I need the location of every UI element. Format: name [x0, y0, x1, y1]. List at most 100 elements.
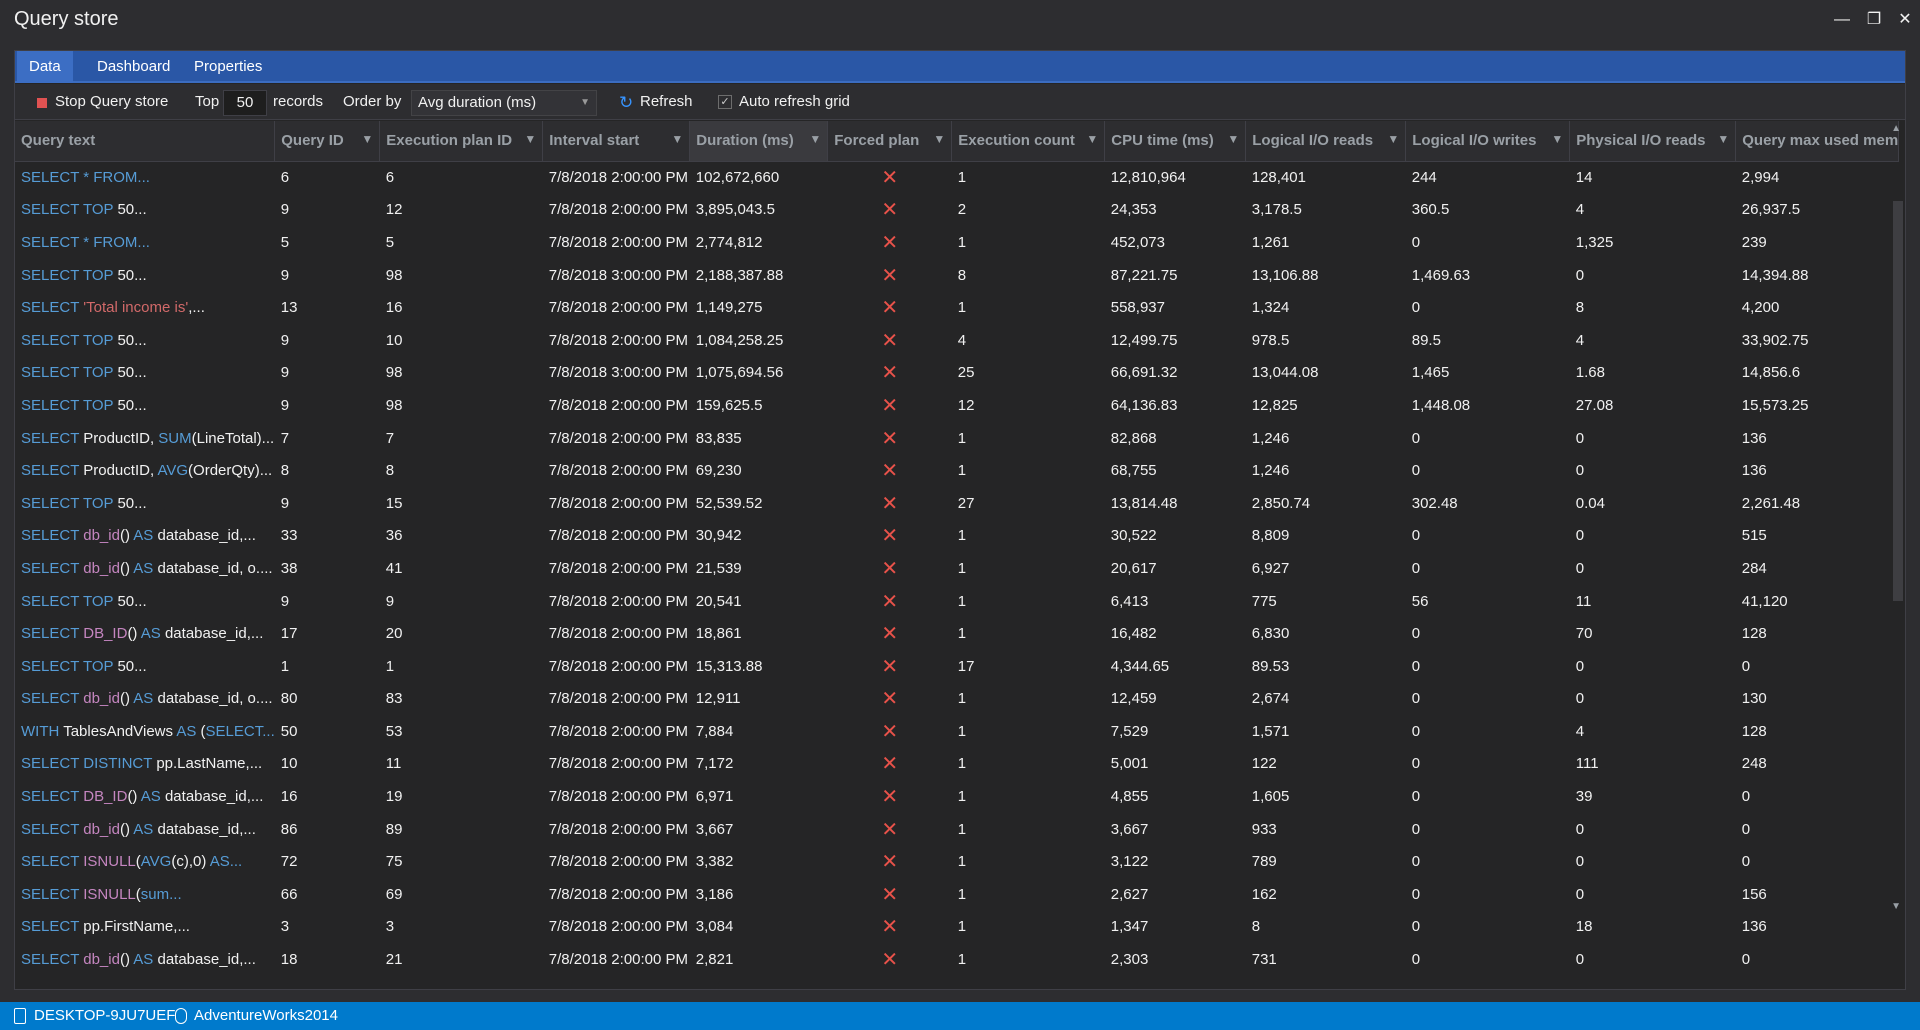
filter-icon[interactable]: ▼	[1227, 132, 1240, 146]
refresh-icon[interactable]: ↻	[619, 93, 634, 112]
cpu-time-cell: 3,122	[1110, 853, 1149, 871]
table-row[interactable]: SELECT * FROM... 5 5 7/8/2018 2:00:00 PM 2,7…	[15, 226, 1899, 259]
table-row[interactable]: SELECT TOP 50... 9 98 7/8/2018 3:00:00 PM 1,…	[15, 357, 1899, 390]
filter-icon[interactable]: ▼	[671, 132, 684, 146]
column-header[interactable]: CPU time (ms) ▼	[1104, 121, 1247, 162]
filter-icon[interactable]: ▼	[933, 132, 946, 146]
column-header[interactable]: Physical I/O reads ▼	[1569, 121, 1737, 162]
query-text-cell[interactable]: SELECT TOP 50...	[15, 357, 275, 390]
query-text-cell[interactable]: SELECT ProductID, AVG(OrderQty)...	[15, 454, 275, 487]
filter-icon[interactable]: ▼	[361, 132, 374, 146]
execution-count-cell: 1	[957, 722, 967, 740]
table-row[interactable]: SELECT TOP 50... 9 98 7/8/2018 3:00:00 PM 2,…	[15, 259, 1899, 292]
tab-properties[interactable]: Properties	[194, 58, 263, 75]
table-row[interactable]: SELECT db_id() AS database_id, o.... 38 41…	[15, 552, 1899, 585]
filter-icon[interactable]: ▼	[809, 132, 822, 146]
table-row[interactable]: SELECT ISNULL(AVG(c),0) AS... 72 75 7/8/201…	[15, 845, 1899, 878]
forced-plan-cell: ✕	[828, 878, 952, 911]
table-row[interactable]: SELECT TOP 50... 9 15 7/8/2018 2:00:00 PM 52…	[15, 487, 1899, 520]
column-header[interactable]: Execution plan ID ▼	[379, 121, 544, 162]
query-text-cell[interactable]: SELECT DB_ID() AS database_id,...	[15, 780, 275, 813]
query-text-cell[interactable]: SELECT ISNULL(sum...	[15, 878, 275, 911]
table-row[interactable]: SELECT ProductID, SUM(LineTotal)... 7 7 7/8…	[15, 422, 1899, 455]
query-text-cell[interactable]: SELECT TOP 50...	[15, 194, 275, 227]
duration-cell: 69,230	[695, 462, 742, 480]
column-header[interactable]: Execution count ▼	[951, 121, 1106, 162]
column-header[interactable]: Query ID ▼	[274, 121, 381, 162]
top-records-input[interactable]: 50	[223, 90, 267, 116]
red-x-icon: ✕	[881, 688, 899, 711]
query-text-cell[interactable]: SELECT ProductID, SUM(LineTotal)...	[15, 422, 275, 455]
table-row[interactable]: SELECT DB_ID() AS database_id,... 16 19 7/8…	[15, 780, 1899, 813]
stop-query-store-button[interactable]: Stop Query store	[55, 93, 169, 110]
filter-icon[interactable]: ▼	[524, 132, 537, 146]
query-text-token: SELECT TOP	[21, 657, 118, 675]
execution-count-cell: 1	[957, 559, 967, 577]
table-row[interactable]: SELECT ISNULL(sum... 66 69 7/8/2018 2:00:00…	[15, 878, 1899, 911]
table-row[interactable]: SELECT * FROM... 6 6 7/8/2018 2:00:00 PM 102…	[15, 161, 1899, 194]
query-text-cell[interactable]: SELECT TOP 50...	[15, 259, 275, 292]
table-row[interactable]: WITH TablesAndViews AS (SELECT... 50 53 7/8…	[15, 715, 1899, 748]
query-text-cell[interactable]: SELECT TOP 50...	[15, 487, 275, 520]
table-row[interactable]: SELECT DB_ID() AS database_id,... 17 20 7/8…	[15, 617, 1899, 650]
query-text-cell[interactable]: SELECT db_id() AS database_id,...	[15, 943, 275, 976]
filter-icon[interactable]: ▼	[1551, 132, 1564, 146]
column-header[interactable]: Query max used mem	[1735, 121, 1900, 162]
auto-refresh-checkbox[interactable]: ✓	[718, 95, 732, 109]
query-text-cell[interactable]: SELECT db_id() AS database_id, o....	[15, 552, 275, 585]
filter-icon[interactable]: ▼	[1387, 132, 1400, 146]
filter-icon[interactable]: ▼	[1717, 132, 1730, 146]
minimize-icon[interactable]: —	[1834, 11, 1850, 28]
query-text-cell[interactable]: SELECT db_id() AS database_id, o....	[15, 683, 275, 716]
refresh-button[interactable]: Refresh	[640, 93, 693, 110]
table-row[interactable]: SELECT TOP 50... 9 10 7/8/2018 2:00:00 PM 1,…	[15, 324, 1899, 357]
query-text-cell[interactable]: SELECT * FROM...	[15, 161, 275, 194]
table-row[interactable]: SELECT DISTINCT pp.LastName,... 10 11 7/8/2…	[15, 748, 1899, 781]
query-text-cell[interactable]: SELECT ISNULL(AVG(c),0) AS...	[15, 845, 275, 878]
cpu-time-cell: 2,627	[1110, 885, 1149, 903]
restore-icon[interactable]: ❐	[1866, 11, 1882, 28]
order-by-select[interactable]: Avg duration (ms) ▼	[411, 90, 597, 116]
table-row[interactable]: SELECT db_id() AS database_id,... 86 89 7/8…	[15, 813, 1899, 846]
scroll-up-icon[interactable]: ▲	[1891, 123, 1901, 134]
logical-reads-cell: 1,571	[1251, 722, 1290, 740]
title-bar: Query store — ❐ ✕	[0, 0, 1920, 40]
column-header[interactable]: Duration (ms) ▼	[689, 121, 829, 162]
query-text-cell[interactable]: SELECT DB_ID() AS database_id,...	[15, 617, 275, 650]
table-row[interactable]: SELECT 'Total income is',... 13 16 7/8/2018…	[15, 291, 1899, 324]
table-row[interactable]: SELECT TOP 50... 9 12 7/8/2018 2:00:00 PM 3,…	[15, 194, 1899, 227]
close-icon[interactable]: ✕	[1898, 11, 1912, 28]
table-row[interactable]: SELECT db_id() AS database_id, o.... 80 83…	[15, 683, 1899, 716]
table-row[interactable]: SELECT TOP 50... 1 1 7/8/2018 2:00:00 PM 15,…	[15, 650, 1899, 683]
column-header[interactable]: Forced plan ▼	[827, 121, 953, 162]
query-text-cell[interactable]: SELECT db_id() AS database_id,...	[15, 813, 275, 846]
column-header[interactable]: Query text	[15, 121, 276, 162]
query-text-cell[interactable]: WITH TablesAndViews AS (SELECT...	[15, 715, 275, 748]
table-row[interactable]: SELECT TOP 50... 9 98 7/8/2018 2:00:00 PM 15…	[15, 389, 1899, 422]
tab-data[interactable]: Data	[17, 51, 73, 83]
query-text-cell[interactable]: SELECT TOP 50...	[15, 585, 275, 618]
query-text-cell[interactable]: SELECT DISTINCT pp.LastName,...	[15, 748, 275, 781]
vertical-scrollbar[interactable]	[1893, 201, 1903, 601]
interval-start-cell: 7/8/2018 2:00:00 PM	[548, 299, 689, 317]
column-header[interactable]: Interval start ▼	[542, 121, 691, 162]
scroll-down-icon[interactable]: ▼	[1891, 901, 1901, 912]
query-text-cell[interactable]: SELECT db_id() AS database_id,...	[15, 520, 275, 553]
query-text-cell[interactable]: SELECT TOP 50...	[15, 389, 275, 422]
query-text-cell[interactable]: SELECT TOP 50...	[15, 324, 275, 357]
logical-writes-cell: 56	[1411, 592, 1429, 610]
column-header[interactable]: Logical I/O reads ▼	[1245, 121, 1407, 162]
query-text-cell[interactable]: SELECT * FROM...	[15, 226, 275, 259]
query-text-cell[interactable]: SELECT 'Total income is',...	[15, 291, 275, 324]
table-row[interactable]: SELECT db_id() AS database_id,... 18 21 7/8…	[15, 943, 1899, 976]
table-row[interactable]: SELECT ProductID, AVG(OrderQty)... 8 8 7/8/…	[15, 454, 1899, 487]
tab-dashboard[interactable]: Dashboard	[97, 58, 171, 75]
query-text-cell[interactable]: SELECT TOP 50...	[15, 650, 275, 683]
table-row[interactable]: SELECT TOP 50... 9 9 7/8/2018 2:00:00 PM 20,…	[15, 585, 1899, 618]
column-header[interactable]: Logical I/O writes ▼	[1405, 121, 1571, 162]
table-row[interactable]: SELECT db_id() AS database_id,... 33 36 7/8…	[15, 520, 1899, 553]
query-text-cell[interactable]: SELECT pp.FirstName,...	[15, 911, 275, 944]
table-row[interactable]: SELECT pp.FirstName,... 3 3 7/8/2018 2:00:0…	[15, 911, 1899, 944]
logical-reads-cell: 122	[1251, 755, 1277, 773]
filter-icon[interactable]: ▼	[1086, 132, 1099, 146]
